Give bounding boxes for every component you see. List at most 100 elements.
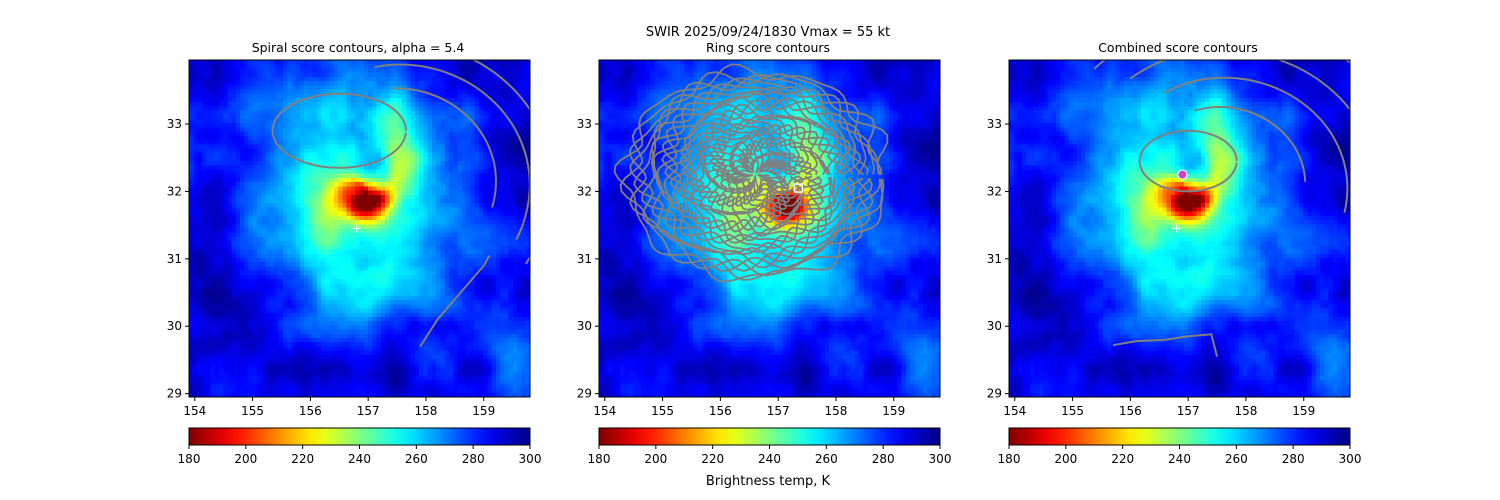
figure-suptitle: SWIR 2025/09/24/1830 Vmax = 55 kt xyxy=(646,25,890,40)
colorbar-tick-label: 300 xyxy=(1339,452,1362,466)
colorbar-tick-label: 300 xyxy=(929,452,952,466)
contour-line xyxy=(641,85,873,269)
x-tick-label: 159 xyxy=(472,404,495,418)
axes-frame xyxy=(188,59,531,398)
x-tick-label: 154 xyxy=(183,404,206,418)
y-tick-label: 31 xyxy=(577,252,592,266)
y-tick-label: 29 xyxy=(987,387,1002,401)
colorbar-gradient xyxy=(188,427,531,446)
panel-title: Spiral score contours, alpha = 5.4 xyxy=(252,40,465,55)
score-contours xyxy=(613,63,889,283)
x-tick-label: 155 xyxy=(1061,404,1084,418)
colorbar-tick-label: 280 xyxy=(872,452,895,466)
colorbar-tick-label: 220 xyxy=(701,452,724,466)
score-contours xyxy=(1093,60,1350,357)
contour-line xyxy=(709,137,801,209)
x-tick-label: 157 xyxy=(1177,404,1200,418)
contour-line xyxy=(726,153,783,198)
y-tick-label: 32 xyxy=(987,184,1002,198)
center-marker xyxy=(1172,224,1181,233)
contour-line xyxy=(271,92,407,169)
contour-line xyxy=(1129,60,1350,112)
panel-title: Ring score contours xyxy=(706,40,830,55)
y-tick-label: 32 xyxy=(167,184,182,198)
colorbar: 180 200 220 240 260 280 300 xyxy=(998,427,1362,466)
contour-line xyxy=(633,83,874,272)
y-tick-label: 29 xyxy=(577,387,592,401)
x-tick-label: 157 xyxy=(767,404,790,418)
y-tick-label: 31 xyxy=(987,252,1002,266)
contour-line xyxy=(392,87,498,208)
colorbar-tick-label: 220 xyxy=(1111,452,1134,466)
contour-line xyxy=(711,139,797,207)
contour-line xyxy=(1138,129,1238,193)
combined-center-marker xyxy=(1177,169,1188,180)
y-tick-label: 30 xyxy=(577,319,592,333)
contour-line xyxy=(670,109,835,242)
plot-area: 154 155 156 157 158 159 29 30 31 32 33 180 200 220 240… xyxy=(577,59,952,466)
contour-line xyxy=(1164,76,1349,213)
contour-line xyxy=(1194,106,1307,182)
y-tick-label: 31 xyxy=(167,252,182,266)
y-tick-label: 33 xyxy=(987,117,1002,131)
colorbar-tick-label: 220 xyxy=(291,452,314,466)
colorbar-tick-label: 180 xyxy=(588,452,611,466)
colorbar-tick-label: 260 xyxy=(1225,452,1248,466)
axes-frame xyxy=(1008,59,1351,398)
plot-area: 154 155 156 157 158 159 29 30 31 32 33 180 200 220 240… xyxy=(167,59,541,466)
colorbar-tick-label: 180 xyxy=(178,452,201,466)
contour-line xyxy=(619,71,884,281)
colorbar-tick-label: 240 xyxy=(758,452,781,466)
contour-line xyxy=(661,97,853,249)
axes-frame xyxy=(598,59,941,398)
colorbar-gradient xyxy=(1008,427,1351,446)
panel-title: Combined score contours xyxy=(1098,40,1258,55)
x-tick-label: 155 xyxy=(241,404,264,418)
contour-line xyxy=(720,148,787,202)
colorbar-tick-label: 200 xyxy=(1054,452,1077,466)
contour-line xyxy=(677,115,832,238)
panel-spiral: Spiral score contours, alpha = 5.4 154 15… xyxy=(167,40,542,466)
x-tick-label: 156 xyxy=(1119,404,1142,418)
colorbar: 180 200 220 240 260 280 300 xyxy=(178,427,541,466)
y-tick-label: 29 xyxy=(167,387,182,401)
y-tick-label: 33 xyxy=(167,117,182,131)
contour-line xyxy=(419,255,491,348)
colorbar-tick-label: 200 xyxy=(644,452,667,466)
colorbar-tick-label: 260 xyxy=(815,452,838,466)
x-tick-label: 157 xyxy=(357,404,380,418)
x-tick-label: 154 xyxy=(1003,404,1026,418)
x-tick-label: 159 xyxy=(1292,404,1315,418)
x-tick-label: 156 xyxy=(299,404,322,418)
colorbar-tick-label: 280 xyxy=(1282,452,1305,466)
x-tick-label: 155 xyxy=(651,404,674,418)
contour-line xyxy=(698,126,819,223)
x-tick-label: 159 xyxy=(882,404,905,418)
colorbar: 180 200 220 240 260 280 300 xyxy=(588,427,952,466)
colorbar-tick-label: 260 xyxy=(405,452,428,466)
x-tick-label: 158 xyxy=(1235,404,1258,418)
contour-line xyxy=(628,74,881,277)
contour-line xyxy=(656,95,856,254)
contour-line xyxy=(471,60,530,265)
x-tick-label: 156 xyxy=(709,404,732,418)
y-tick-label: 32 xyxy=(577,184,592,198)
x-tick-label: 158 xyxy=(415,404,438,418)
y-tick-label: 30 xyxy=(987,319,1002,333)
x-tick-label: 158 xyxy=(825,404,848,418)
ring-center-marker xyxy=(793,183,804,193)
colorbar-gradient xyxy=(598,427,941,446)
contour-line xyxy=(1112,333,1219,357)
colorbar-tick-label: 180 xyxy=(998,452,1021,466)
contour-line xyxy=(691,123,823,228)
colorbar-tick-label: 280 xyxy=(462,452,485,466)
contour-line xyxy=(613,63,889,283)
plot-area: 154 155 156 157 158 159 29 30 31 32 33 180 200 220 240… xyxy=(987,59,1362,466)
panel-combined: Combined score contours 154 155 156 157 158 1… xyxy=(987,40,1362,466)
colorbar-label: Brightness temp, K xyxy=(706,474,831,489)
x-tick-label: 154 xyxy=(593,404,616,418)
panel-ring: Ring score contours 154 155 156 157 158 159 29… xyxy=(577,40,952,466)
colorbar-tick-label: 240 xyxy=(348,452,371,466)
y-tick-label: 33 xyxy=(577,117,592,131)
